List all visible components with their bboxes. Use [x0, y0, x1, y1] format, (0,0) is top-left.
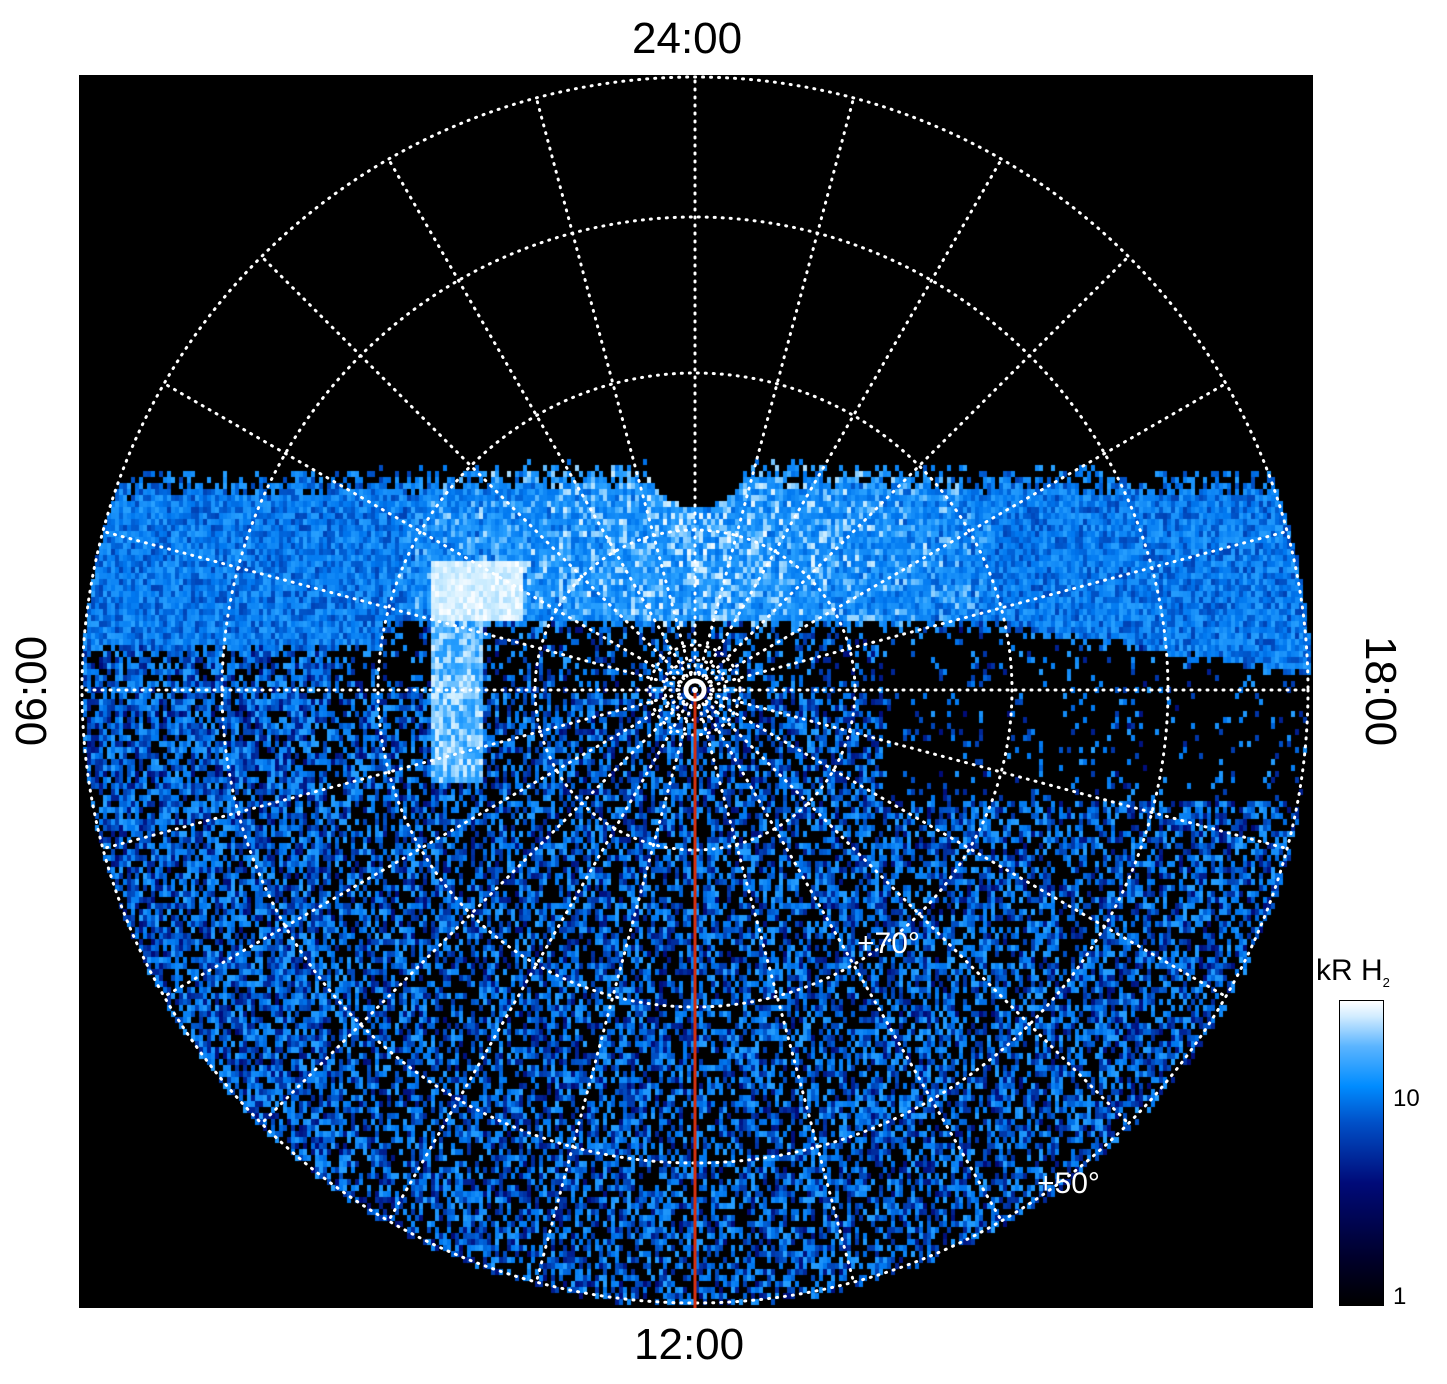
meridian-line — [162, 382, 697, 692]
meridian-line — [693, 382, 1228, 692]
latitude-label-70: +70° — [857, 927, 920, 961]
meridian-line — [693, 688, 1003, 1223]
label-12h: 12:00 — [634, 1320, 745, 1369]
colorbar-tick-10: 10 — [1393, 1085, 1420, 1112]
meridian-line — [101, 529, 697, 692]
polar-auroral-map: +70° +50° — [79, 75, 1313, 1308]
colorbar-subscript: 2 — [1382, 975, 1390, 990]
meridian-line — [693, 688, 1228, 998]
meridian-line — [101, 688, 697, 851]
colorbar-label: kR H2 — [1316, 954, 1390, 990]
meridian-line — [387, 157, 697, 692]
latitude-circle — [80, 75, 1310, 1305]
meridian-line — [162, 688, 697, 998]
latitude-50-text: +50° — [1037, 1167, 1100, 1200]
meridian-line — [534, 96, 697, 692]
meridian-line — [260, 255, 697, 692]
latitude-label-50: +50° — [1037, 1167, 1100, 1201]
label-24h: 24:00 — [632, 14, 743, 63]
meridian-line — [693, 688, 1130, 1125]
meridian-line — [693, 688, 1289, 851]
label-18h: 18:00 — [1356, 635, 1405, 747]
meridian-line — [534, 688, 697, 1284]
colorbar-tick-1: 1 — [1393, 1283, 1407, 1310]
meridian-line — [693, 157, 1003, 692]
meridian-line — [693, 96, 856, 692]
colorbar-unit: kR H — [1316, 954, 1383, 987]
colorbar — [1339, 1000, 1384, 1306]
latitude-70-text: +70° — [857, 927, 920, 960]
meridian-line — [693, 255, 1130, 692]
meridian-line — [693, 529, 1289, 692]
pole-dot — [692, 687, 698, 693]
meridian-line — [693, 688, 856, 1284]
meridian-line — [387, 688, 697, 1223]
pole-marker — [683, 678, 707, 702]
polar-grid — [80, 75, 1310, 1308]
label-06h: 06:00 — [7, 635, 56, 747]
meridian-line — [260, 688, 697, 1125]
